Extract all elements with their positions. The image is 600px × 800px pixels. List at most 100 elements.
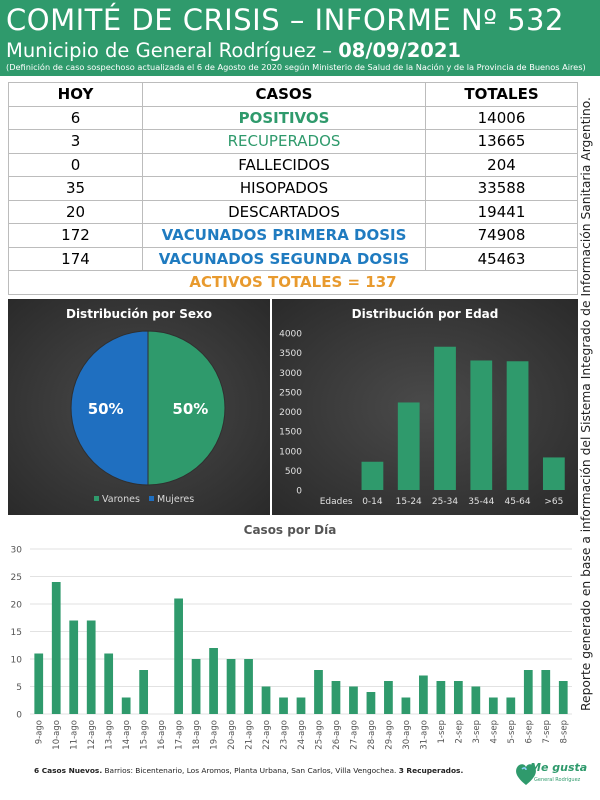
- table-row: 172 VACUNADOS PRIMERA DOSIS 74908: [8, 223, 578, 248]
- table-row: 35 HISOPADOS 33588: [8, 176, 578, 201]
- age-chart-title: Distribución por Edad: [351, 307, 499, 321]
- header-casos: CASOS: [142, 82, 426, 107]
- day-bar: [471, 686, 481, 714]
- x-tick-label: 0-14: [362, 497, 383, 507]
- summary-header-row: HOY CASOS TOTALES: [8, 82, 578, 107]
- day-bar: [523, 670, 533, 714]
- x-tick-label: 27-ago: [349, 720, 359, 750]
- x-tick-label: 8-sep: [559, 720, 569, 744]
- y-tick-label: 3000: [279, 369, 302, 379]
- footer-barrios: Barrios: Bicentenario, Los Aromos, Plant…: [102, 766, 399, 775]
- definition-note: (Definición de caso sospechoso actualiza…: [6, 62, 586, 72]
- table-row: 174 VACUNADOS SEGUNDA DOSIS 45463: [8, 246, 578, 271]
- total-cell: 19441: [425, 199, 578, 224]
- x-tick-label: 10-ago: [52, 720, 62, 750]
- day-bar: [34, 653, 44, 714]
- x-tick-label: 25-34: [432, 497, 458, 507]
- header-totales: TOTALES: [425, 82, 578, 107]
- age-bar-chart: 0 500 1000 1500 2000 2500 3000 3500 4000 Edades 0-…: [279, 330, 565, 507]
- hoy-cell: 35: [8, 176, 143, 201]
- x-tick-label: 22-ago: [262, 720, 272, 750]
- y-tick-label: 30: [11, 546, 23, 556]
- x-tick-label: 4-sep: [489, 720, 499, 744]
- case-label-cell: VACUNADOS SEGUNDA DOSIS: [142, 246, 426, 271]
- y-tick-label: 5: [16, 683, 22, 693]
- report-date: 08/09/2021: [338, 39, 461, 62]
- x-tick-label: 26-ago: [332, 720, 342, 750]
- x-tick-label: 31-ago: [419, 720, 429, 750]
- case-label-cell: FALLECIDOS: [142, 152, 426, 177]
- day-bar: [244, 659, 253, 714]
- hoy-cell: 0: [8, 152, 143, 177]
- day-bar: [121, 697, 131, 714]
- hoy-cell: 3: [8, 129, 143, 154]
- hoy-cell: 20: [8, 199, 143, 224]
- pie-slice-varones: [147, 330, 226, 486]
- x-tick-label: 16-ago: [157, 720, 167, 750]
- y-tick-label: 10: [11, 656, 23, 666]
- x-tick-label: 9-ago: [35, 720, 45, 744]
- day-bar: [209, 648, 218, 714]
- x-tick-label: 6-sep: [524, 720, 534, 744]
- y-tick-label: 500: [285, 467, 302, 477]
- day-bar: [51, 582, 61, 714]
- age-bar: [397, 402, 420, 490]
- activos-totales: ACTIVOS TOTALES = 137: [8, 270, 578, 295]
- summary-table: HOY CASOS TOTALES 6 POSITIVOS 14006 3 RE…: [8, 82, 578, 295]
- day-bar: [86, 620, 96, 714]
- x-tick-label: 15-24: [396, 497, 422, 507]
- day-bar: [331, 681, 341, 714]
- sex-distribution-panel: 50% 50% Varones Mujeres Distribución por Se…: [8, 299, 270, 515]
- day-bar: [69, 620, 79, 714]
- total-cell: 13665: [425, 129, 578, 154]
- activos-row: ACTIVOS TOTALES = 137: [8, 270, 578, 295]
- x-tick-label: 28-ago: [367, 720, 377, 750]
- logo-text: Me gusta: [530, 761, 588, 774]
- x-tick-label: 15-ago: [140, 720, 150, 750]
- daily-cases-chart: Casos por Día 0 5 10 15 20 25 30 9-ago 10-ago 11-a…: [0, 518, 580, 768]
- x-tick-label: 12-ago: [87, 720, 97, 750]
- table-row: 3 RECUPERADOS 13665: [8, 129, 578, 154]
- x-tick-label: 3-sep: [472, 720, 482, 744]
- day-bar: [401, 697, 411, 714]
- day-bar: [366, 692, 376, 714]
- y-tick-label: 2500: [279, 388, 302, 398]
- x-tick-label: 1-sep: [437, 720, 447, 744]
- table-row: 0 FALLECIDOS 204: [8, 152, 578, 177]
- day-bar: [104, 653, 114, 714]
- total-cell: 204: [425, 152, 578, 177]
- case-label-cell: POSITIVOS: [142, 105, 426, 130]
- x-tick-label: 30-ago: [402, 720, 412, 750]
- x-tick-label: 5-sep: [507, 720, 517, 744]
- sex-pie-chart: 50% 50% Varones Mujeres: [70, 330, 226, 505]
- age-bar: [361, 461, 384, 490]
- y-tick-label: 0: [296, 487, 302, 497]
- x-tick-label: 14-ago: [122, 720, 132, 750]
- day-bar: [314, 670, 323, 714]
- x-tick-label: 45-64: [504, 497, 530, 507]
- total-cell: 14006: [425, 105, 578, 130]
- age-bar: [434, 346, 456, 490]
- hoy-cell: 172: [8, 223, 143, 248]
- age-bar: [542, 457, 565, 490]
- pie-slice-label: 50%: [172, 400, 208, 418]
- day-bar: [541, 670, 551, 714]
- sex-chart-title: Distribución por Sexo: [65, 307, 212, 321]
- day-bar: [506, 697, 516, 714]
- x-tick-label: 7-sep: [542, 720, 552, 744]
- municipality-logo: Me gusta General Rodríguez: [512, 755, 587, 795]
- x-tick-label: 17-ago: [175, 720, 185, 750]
- x-tick-label: 21-ago: [245, 720, 255, 750]
- pie-slice-label: 50%: [88, 400, 124, 418]
- x-tick-label: 11-ago: [70, 720, 80, 750]
- y-tick-label: 15: [11, 628, 22, 638]
- y-tick-label: 0: [16, 711, 22, 721]
- x-tick-label: 25-ago: [314, 720, 324, 750]
- report-subtitle: Municipio de General Rodríguez – 08/09/2…: [6, 39, 461, 62]
- daily-chart-title: Casos por Día: [244, 523, 337, 537]
- case-label-cell: VACUNADOS PRIMERA DOSIS: [142, 223, 426, 248]
- side-note-text: Reporte generado en base a información d…: [579, 97, 593, 711]
- legend-label-mujeres: Mujeres: [157, 494, 194, 505]
- x-tick-label: 24-ago: [297, 720, 307, 750]
- day-bar: [419, 675, 428, 714]
